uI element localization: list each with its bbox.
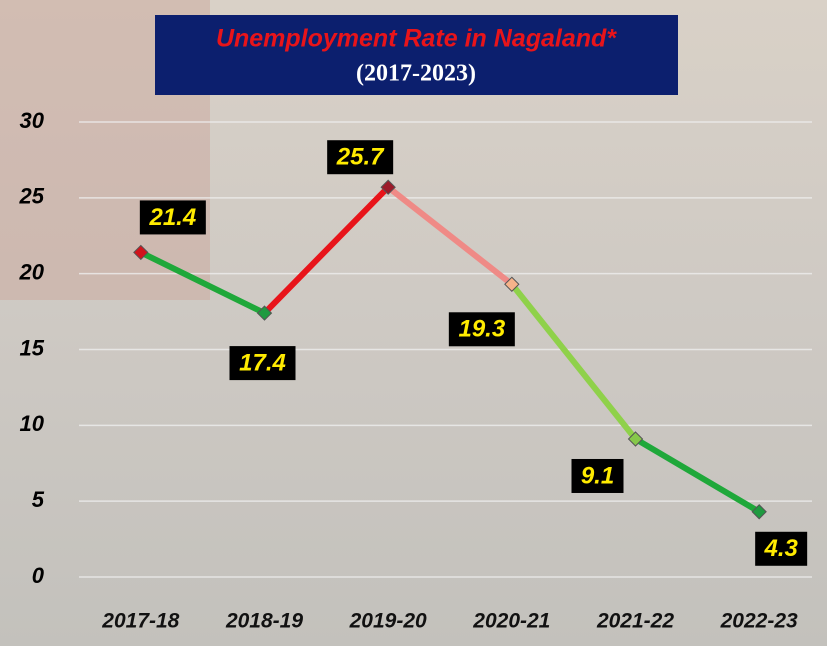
y-tick-label: 5 — [32, 487, 45, 512]
value-label: 4.3 — [763, 535, 798, 562]
value-label: 19.3 — [458, 316, 505, 343]
value-label: 17.4 — [239, 349, 286, 376]
chart: Unemployment Rate in Nagaland* (2017-202… — [0, 0, 827, 646]
x-tick-label: 2022-23 — [720, 610, 798, 633]
y-tick-label: 30 — [20, 108, 45, 133]
y-tick-label: 20 — [19, 259, 45, 284]
y-tick-label: 15 — [20, 335, 45, 360]
value-label: 21.4 — [148, 204, 196, 231]
x-tick-label: 2019-20 — [349, 610, 427, 633]
value-label: 9.1 — [581, 462, 614, 489]
x-tick-label: 2021-22 — [596, 610, 674, 633]
x-tick-label: 2020-21 — [472, 610, 550, 633]
x-tick-label: 2017-18 — [101, 610, 179, 633]
x-tick-label: 2018-19 — [225, 610, 303, 633]
y-tick-label: 25 — [19, 184, 45, 209]
chart-title: Unemployment Rate in Nagaland* — [216, 25, 617, 53]
y-tick-label: 0 — [32, 563, 45, 588]
chart-subtitle: (2017-2023) — [356, 61, 476, 87]
y-tick-label: 10 — [20, 411, 45, 436]
value-label: 25.7 — [336, 144, 385, 171]
